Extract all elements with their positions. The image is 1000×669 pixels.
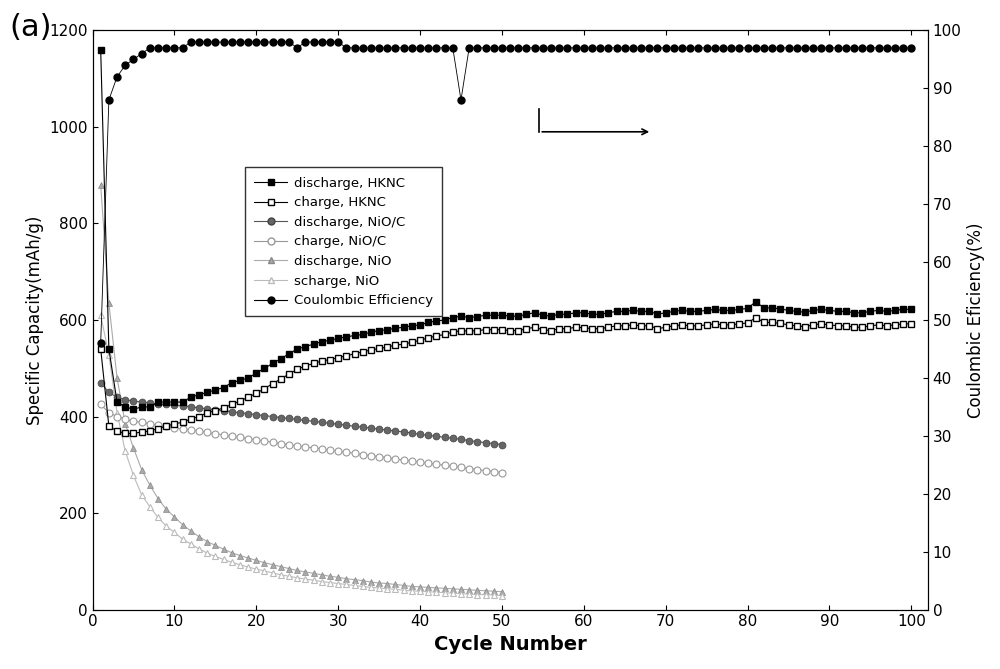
- Y-axis label: Coulombic Eficiency(%): Coulombic Eficiency(%): [967, 222, 985, 417]
- Legend: discharge, HKNC, charge, HKNC, discharge, NiO/C, charge, NiO/C, discharge, NiO, : discharge, HKNC, charge, HKNC, discharge…: [245, 167, 442, 316]
- Text: (a): (a): [9, 13, 51, 42]
- Y-axis label: Specific Capacity(mAh/g): Specific Capacity(mAh/g): [26, 215, 44, 425]
- X-axis label: Cycle Number: Cycle Number: [434, 635, 586, 654]
